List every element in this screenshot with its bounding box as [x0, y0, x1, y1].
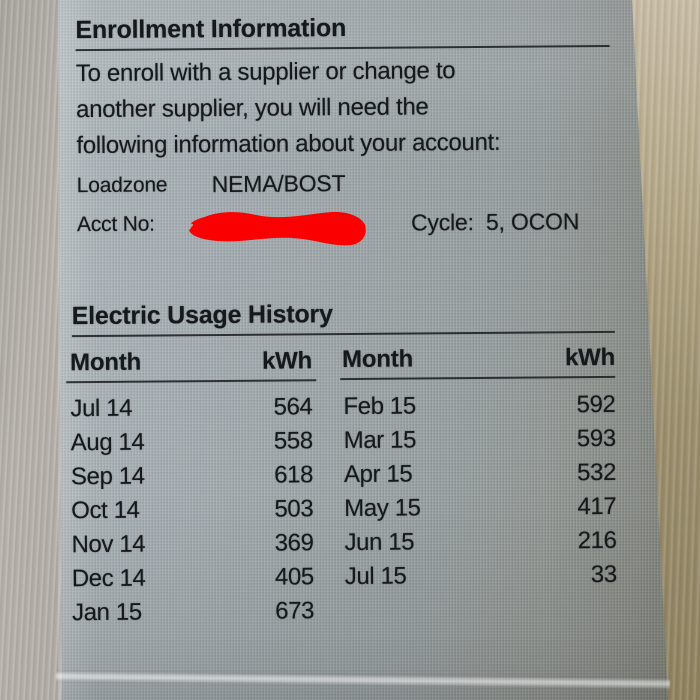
month-cell: Sep 14	[70, 462, 145, 491]
enrollment-title-rule	[75, 44, 610, 52]
month-cell: Mar 15	[343, 426, 417, 455]
kwh-cell: 369	[274, 529, 314, 557]
month-cell: Feb 15	[343, 392, 416, 421]
intro-line-1: To enroll with a supplier or change to	[75, 57, 456, 88]
kwh-cell: 532	[577, 458, 617, 487]
loadzone-label: Loadzone	[76, 173, 168, 198]
kwh-cell: 405	[274, 563, 314, 591]
electric-usage-history-title: Electric Usage History	[71, 300, 333, 331]
table-header-kwh-right: kWh	[564, 343, 616, 372]
kwh-cell: 216	[577, 526, 617, 555]
kwh-cell: 558	[273, 427, 313, 455]
month-cell: Dec 14	[71, 564, 146, 593]
month-cell: Nov 14	[71, 530, 146, 559]
table-header-month-left: Month	[69, 348, 142, 377]
kwh-cell: 417	[577, 492, 617, 521]
table-header-month-right: Month	[341, 345, 414, 374]
month-cell: Jun 15	[344, 528, 415, 557]
intro-line-2: another supplier, you will need the	[75, 93, 429, 124]
table-header-rule-right	[340, 375, 616, 381]
kwh-cell: 564	[273, 393, 313, 421]
kwh-cell: 593	[576, 424, 616, 453]
acct-no-label: Acct No:	[76, 212, 155, 237]
month-cell: May 15	[344, 494, 421, 523]
month-cell: Apr 15	[343, 460, 413, 489]
table-header-kwh-left: kWh	[261, 347, 313, 375]
intro-line-3: following information about your account…	[76, 128, 501, 160]
cycle-label: Cycle:	[410, 209, 474, 236]
kwh-cell: 618	[274, 461, 314, 489]
kwh-cell: 673	[275, 597, 315, 625]
kwh-cell: 592	[576, 390, 616, 419]
table-header-rule-left	[66, 379, 317, 384]
month-cell: Jan 15	[71, 598, 142, 627]
month-cell: Jul 15	[344, 562, 407, 591]
account-number-redaction-mark	[185, 202, 370, 251]
loadzone-value: NEMA/BOST	[211, 170, 346, 198]
month-cell: Aug 14	[70, 428, 145, 457]
kwh-cell: 503	[274, 495, 314, 523]
usage-title-rule	[71, 330, 615, 338]
enrollment-information-title: Enrollment Information	[75, 14, 347, 45]
kwh-cell: 33	[590, 560, 617, 589]
month-cell: Oct 14	[71, 496, 140, 525]
cycle-value: 5, OCON	[485, 208, 580, 235]
month-cell: Jul 14	[70, 394, 133, 423]
